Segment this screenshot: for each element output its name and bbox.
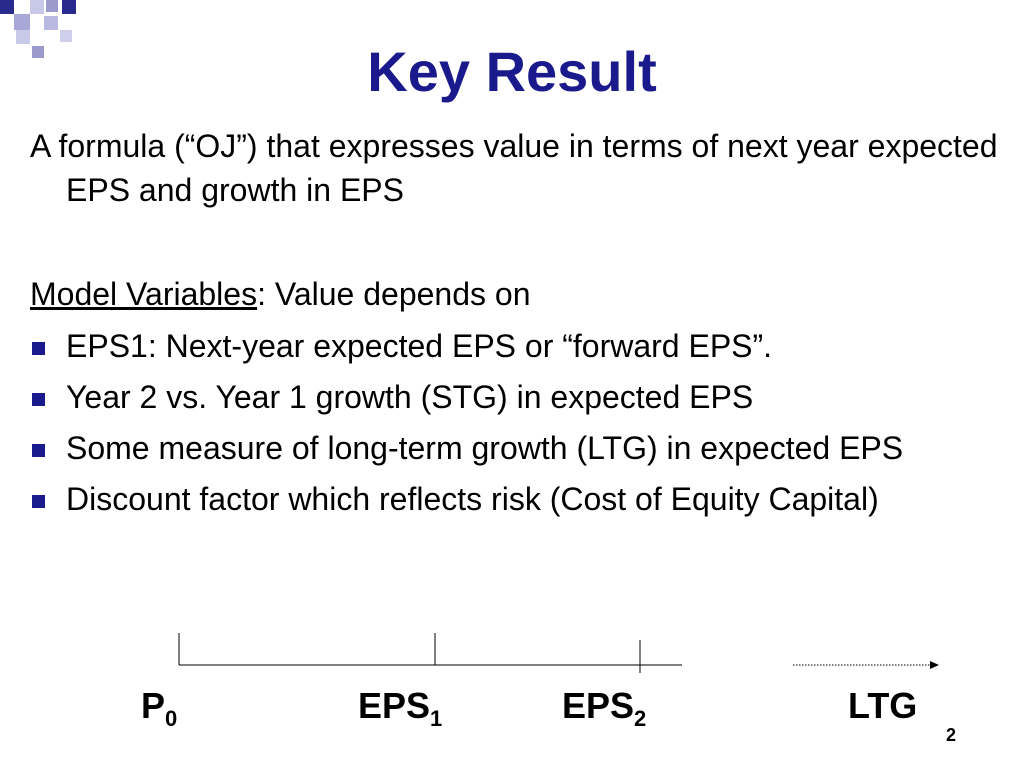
page-number: 2 bbox=[946, 725, 957, 745]
list-item-text: Year 2 vs. Year 1 growth (STG) in expect… bbox=[66, 379, 754, 415]
deco-square bbox=[32, 46, 44, 58]
label-eps2: EPS2 bbox=[562, 685, 647, 731]
list-item: EPS1: Next-year expected EPS or “forward… bbox=[30, 324, 990, 368]
list-item: Some measure of long-term growth (LTG) i… bbox=[30, 426, 990, 470]
deco-square bbox=[16, 30, 30, 44]
arrow-head-icon bbox=[930, 661, 939, 669]
list-item: Discount factor which reflects risk (Cos… bbox=[30, 477, 990, 521]
label-eps1: EPS1 bbox=[358, 685, 443, 731]
deco-square bbox=[0, 0, 14, 14]
list-item: Year 2 vs. Year 1 growth (STG) in expect… bbox=[30, 375, 990, 419]
deco-square bbox=[30, 0, 44, 14]
deco-square bbox=[44, 16, 58, 30]
square-bullet-icon bbox=[32, 393, 45, 406]
deco-square bbox=[46, 0, 58, 12]
deco-square bbox=[14, 14, 30, 30]
slide-title: Key Result bbox=[367, 40, 657, 103]
list-item-text: Some measure of long-term growth (LTG) i… bbox=[66, 430, 904, 466]
deco-square bbox=[62, 0, 76, 14]
bullet-list: EPS1: Next-year expected EPS or “forward… bbox=[30, 324, 990, 528]
label-p0: P0 bbox=[141, 685, 178, 731]
model-variables-label: Model Variables bbox=[30, 276, 258, 312]
square-bullet-icon bbox=[32, 495, 45, 508]
square-bullet-icon bbox=[32, 444, 45, 457]
model-variables-line: Model Variables: Value depends on bbox=[30, 272, 530, 316]
corner-decoration bbox=[0, 0, 80, 70]
intro-paragraph: A formula (“OJ”) that expresses value in… bbox=[30, 128, 998, 208]
label-ltg: LTG bbox=[848, 685, 918, 726]
model-variables-text: : Value depends on bbox=[257, 276, 531, 312]
list-item-text: EPS1: Next-year expected EPS or “forward… bbox=[66, 328, 773, 364]
square-bullet-icon bbox=[32, 342, 45, 355]
list-item-text: Discount factor which reflects risk (Cos… bbox=[66, 481, 879, 517]
deco-square bbox=[60, 30, 72, 42]
